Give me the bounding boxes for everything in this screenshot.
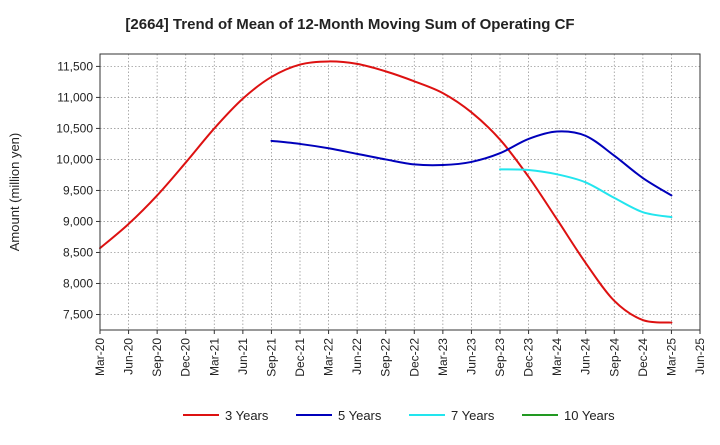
y-axis-ticks: 7,500 8,000 8,500 9,000 9,500 10,000 10,500 11,… <box>56 59 100 321</box>
x-tick-label: Jun-22 <box>350 338 364 375</box>
x-tick-label: Jun-20 <box>122 338 136 375</box>
plot-border <box>99 53 701 331</box>
series-line-5-years <box>270 130 673 197</box>
x-tick-label: Jun-23 <box>464 338 478 375</box>
x-tick-label: Jun-24 <box>579 338 593 375</box>
y-tick-label: 9,500 <box>63 183 93 197</box>
plot-area <box>100 54 700 330</box>
x-tick-label: Mar-21 <box>207 338 221 376</box>
x-tick-label: Mar-22 <box>322 338 336 376</box>
legend-label-7-years: 7 Years <box>451 408 495 423</box>
x-tick-label: Sep-21 <box>264 338 278 377</box>
x-tick-label: Dec-20 <box>179 338 193 377</box>
x-tick-label: Jun-25 <box>693 338 707 375</box>
x-tick-label: Sep-23 <box>493 338 507 377</box>
x-tick-label: Sep-22 <box>379 338 393 377</box>
grid <box>100 54 700 330</box>
x-axis-ticks: Mar-20 Jun-20 Sep-20 Dec-20 Mar-21 Jun-21 Sep-… <box>93 330 707 377</box>
series-line-7-years <box>499 168 673 219</box>
series-line-3-years <box>99 60 673 324</box>
y-tick-label: 8,000 <box>63 276 93 290</box>
chart-title: [2664] Trend of Mean of 12-Month Moving … <box>125 16 574 33</box>
y-axis-label: Amount (million yen) <box>7 133 22 252</box>
y-tick-label: 11,500 <box>57 59 93 73</box>
y-tick-label: 10,500 <box>56 121 93 135</box>
x-tick-label: Mar-24 <box>550 338 564 376</box>
x-tick-label: Mar-23 <box>436 338 450 376</box>
y-tick-label: 8,500 <box>63 245 93 259</box>
y-tick-label: 11,000 <box>57 90 93 104</box>
x-tick-label: Sep-24 <box>607 338 621 377</box>
y-tick-label: 7,500 <box>63 307 93 321</box>
legend-label-10-years: 10 Years <box>564 408 615 423</box>
x-tick-label: Dec-23 <box>522 338 536 377</box>
legend-label-3-years: 3 Years <box>225 408 269 423</box>
series-lines <box>99 60 673 324</box>
legend: 3 Years 5 Years 7 Years 10 Years <box>183 408 615 423</box>
x-tick-label: Dec-22 <box>407 338 421 377</box>
x-tick-label: Jun-21 <box>236 338 250 375</box>
x-tick-label: Dec-24 <box>636 338 650 377</box>
x-tick-label: Mar-25 <box>664 338 678 376</box>
y-tick-label: 10,000 <box>56 152 93 166</box>
x-tick-label: Mar-20 <box>93 338 107 376</box>
y-tick-label: 9,000 <box>63 214 93 228</box>
x-tick-label: Sep-20 <box>150 338 164 377</box>
x-tick-label: Dec-21 <box>293 338 307 377</box>
legend-label-5-years: 5 Years <box>338 408 382 423</box>
